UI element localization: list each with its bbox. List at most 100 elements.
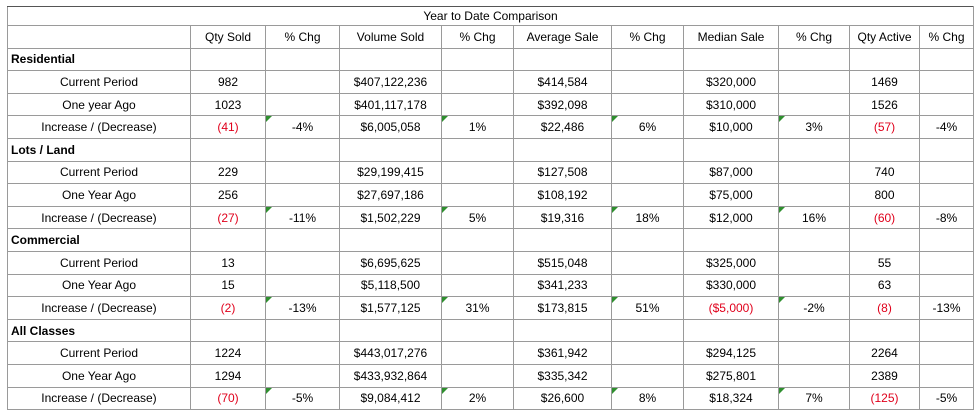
table-cell: 15 xyxy=(190,273,266,298)
table-cell xyxy=(849,228,920,252)
table-cell: 6% xyxy=(611,115,684,139)
table-cell xyxy=(918,228,975,252)
table-cell: 1224 xyxy=(190,341,266,365)
table-cell xyxy=(778,250,850,275)
table-cell: $18,324 xyxy=(683,386,779,411)
table-cell: $407,122,236 xyxy=(339,70,442,94)
table-cell: 1% xyxy=(441,115,514,139)
table-cell xyxy=(611,160,684,185)
column-header xyxy=(7,25,191,49)
table-cell xyxy=(778,70,850,94)
table-cell: $330,000 xyxy=(683,273,779,298)
table-cell: $443,017,276 xyxy=(339,341,442,365)
table-row: Current Period 13 $6,695,625 $515,048 $325,0… xyxy=(7,250,975,275)
table-cell: (27) xyxy=(190,205,266,230)
column-header: Median Sale xyxy=(683,25,779,49)
table-cell xyxy=(611,341,684,365)
table-cell: $29,199,415 xyxy=(339,160,442,185)
table-cell xyxy=(265,137,340,162)
section-label: Commercial xyxy=(7,228,191,252)
table-cell xyxy=(918,250,975,275)
table-cell xyxy=(849,47,920,72)
table-cell: 2% xyxy=(441,386,514,411)
row-label: Increase / (Decrease) xyxy=(7,115,191,139)
table-cell: $87,000 xyxy=(683,160,779,185)
table-cell xyxy=(265,363,340,388)
table-cell: $12,000 xyxy=(683,205,779,230)
row-label: Current Period xyxy=(7,160,191,185)
table-cell xyxy=(339,47,442,72)
header-row: Qty Sold% Chg Volume Sold% Chg Average Sal… xyxy=(7,25,975,49)
table-row: Increase / (Decrease) (41) -4% $6,005,058 1%… xyxy=(7,115,975,139)
table-cell: (41) xyxy=(190,115,266,139)
table-cell: 1023 xyxy=(190,92,266,117)
row-label: Increase / (Decrease) xyxy=(7,386,191,411)
table-cell xyxy=(513,228,612,252)
table-cell: 229 xyxy=(190,160,266,185)
table-cell xyxy=(265,341,340,365)
table-cell: $401,117,178 xyxy=(339,92,442,117)
table-cell: $392,098 xyxy=(513,92,612,117)
table-cell xyxy=(265,318,340,343)
table-cell xyxy=(778,318,850,343)
table-cell: -5% xyxy=(918,386,975,411)
table-cell: $341,233 xyxy=(513,273,612,298)
table-cell: 13 xyxy=(190,250,266,275)
table-cell: 740 xyxy=(849,160,920,185)
table-cell xyxy=(611,47,684,72)
ytd-comparison-table: Year to Date Comparison Qty Sold% Chg Vol… xyxy=(6,6,975,411)
table-cell xyxy=(513,137,612,162)
row-label: Increase / (Decrease) xyxy=(7,296,191,320)
table-cell: 2264 xyxy=(849,341,920,365)
row-label: Increase / (Decrease) xyxy=(7,205,191,230)
table-cell xyxy=(611,92,684,117)
table-cell xyxy=(918,47,975,72)
table-cell xyxy=(778,137,850,162)
table-row: One Year Ago 1294 $433,932,864 $335,342 $275… xyxy=(7,363,975,388)
table-cell: 55 xyxy=(849,250,920,275)
table-cell: (8) xyxy=(849,296,920,320)
table-cell xyxy=(611,70,684,94)
table-cell: 800 xyxy=(849,183,920,207)
column-header: Qty Active xyxy=(849,25,920,49)
column-header: % Chg xyxy=(778,25,850,49)
table-cell: 256 xyxy=(190,183,266,207)
table-cell: $294,125 xyxy=(683,341,779,365)
section-label: Residential xyxy=(7,47,191,72)
table-cell: 7% xyxy=(778,386,850,411)
column-header: % Chg xyxy=(441,25,514,49)
table-cell: 63 xyxy=(849,273,920,298)
table-cell xyxy=(778,92,850,117)
table-cell: $75,000 xyxy=(683,183,779,207)
table-cell xyxy=(265,228,340,252)
table-cell xyxy=(611,318,684,343)
table-cell xyxy=(778,341,850,365)
table-row: Current Period 229 $29,199,415 $127,508 $87,… xyxy=(7,160,975,185)
column-header: % Chg xyxy=(918,25,975,49)
table-cell: (2) xyxy=(190,296,266,320)
table-cell: $22,486 xyxy=(513,115,612,139)
row-label: One year Ago xyxy=(7,92,191,117)
column-header: Average Sale xyxy=(513,25,612,49)
table-cell xyxy=(918,183,975,207)
table-row: Increase / (Decrease) (27) -11% $1,502,229 5… xyxy=(7,205,975,230)
section-row: All Classes xyxy=(7,318,975,343)
table-cell xyxy=(265,160,340,185)
table-row: Increase / (Decrease) (2) -13% $1,577,125 31… xyxy=(7,296,975,320)
row-label: Current Period xyxy=(7,70,191,94)
table-cell xyxy=(265,183,340,207)
table-cell: $414,584 xyxy=(513,70,612,94)
column-header: Qty Sold xyxy=(190,25,266,49)
table-cell xyxy=(265,92,340,117)
table-cell xyxy=(265,250,340,275)
table-cell: $361,942 xyxy=(513,341,612,365)
table-cell: (70) xyxy=(190,386,266,411)
table-cell: 51% xyxy=(611,296,684,320)
table-cell xyxy=(190,228,266,252)
row-label: Current Period xyxy=(7,250,191,275)
table-cell: 1294 xyxy=(190,363,266,388)
table-cell xyxy=(918,341,975,365)
table-cell xyxy=(339,228,442,252)
table-cell: $515,048 xyxy=(513,250,612,275)
table-cell xyxy=(778,183,850,207)
